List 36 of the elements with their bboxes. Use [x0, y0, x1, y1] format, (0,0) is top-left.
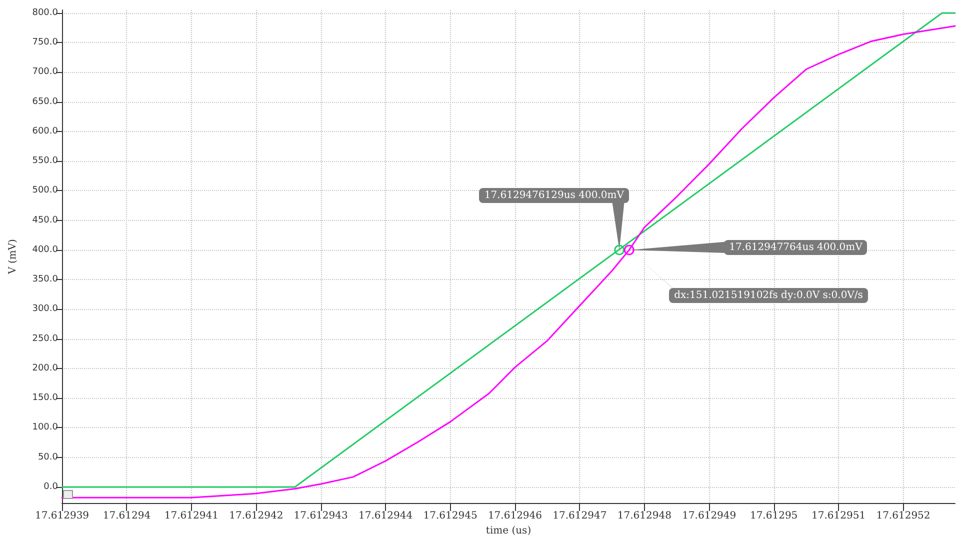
- x-tick-label: 17.612944: [358, 510, 413, 522]
- x-tick-label: 17.612948: [617, 510, 672, 522]
- y-tick-label: 750.0: [32, 38, 58, 48]
- y-tick-label: 800.0: [32, 8, 58, 18]
- y-axis-title: V (mV): [8, 238, 18, 275]
- y-tick-label: 350.0: [32, 274, 58, 285]
- x-tick-label: 17.612947: [552, 510, 607, 522]
- y-tick-label: 100.0: [32, 422, 58, 433]
- x-tick-label: 17.61295: [750, 510, 798, 522]
- x-tick-label: 17.612939: [34, 510, 90, 522]
- x-tick-label: 17.612946: [488, 510, 542, 522]
- x-tick-label: 17.61294: [102, 510, 151, 522]
- x-tick-label: 17.612945: [423, 510, 478, 522]
- y-tick-label: 50.0: [38, 452, 58, 462]
- annotation: 17.612947764us 400.0mV: [724, 240, 868, 255]
- x-tick-label: 17.612942: [229, 510, 284, 522]
- y-tick-label: 150.0: [32, 393, 58, 404]
- y-tick-label: 0.0: [44, 482, 58, 492]
- x-tick-label: 17.612949: [682, 510, 736, 522]
- y-tick-label: 300.0: [32, 304, 58, 314]
- y-tick-label: 600.0: [32, 126, 58, 136]
- x-axis-title: time (us): [486, 525, 532, 536]
- annotation: dx:151.021519102fs dy:0.0V s:0.0V/s: [669, 288, 868, 303]
- annotation: 17.6129476129us 400.0mV: [479, 188, 629, 203]
- y-tick-label: 500.0: [32, 186, 58, 196]
- x-tick-label: 17.612943: [294, 510, 348, 522]
- x-tick-label: 17.612952: [876, 510, 930, 522]
- y-tick-label: 700.0: [32, 67, 58, 78]
- y-tick-label: 550.0: [32, 156, 58, 166]
- y-tick-label: 450.0: [32, 215, 58, 226]
- y-tick-label: 250.0: [32, 334, 58, 344]
- y-tick-label: 200.0: [32, 363, 58, 374]
- y-tick-label: 650.0: [32, 96, 58, 107]
- y-tick-label: 400.0: [32, 244, 58, 255]
- x-tick-label: 17.612941: [164, 510, 218, 522]
- x-tick-label: 17.612951: [811, 510, 866, 522]
